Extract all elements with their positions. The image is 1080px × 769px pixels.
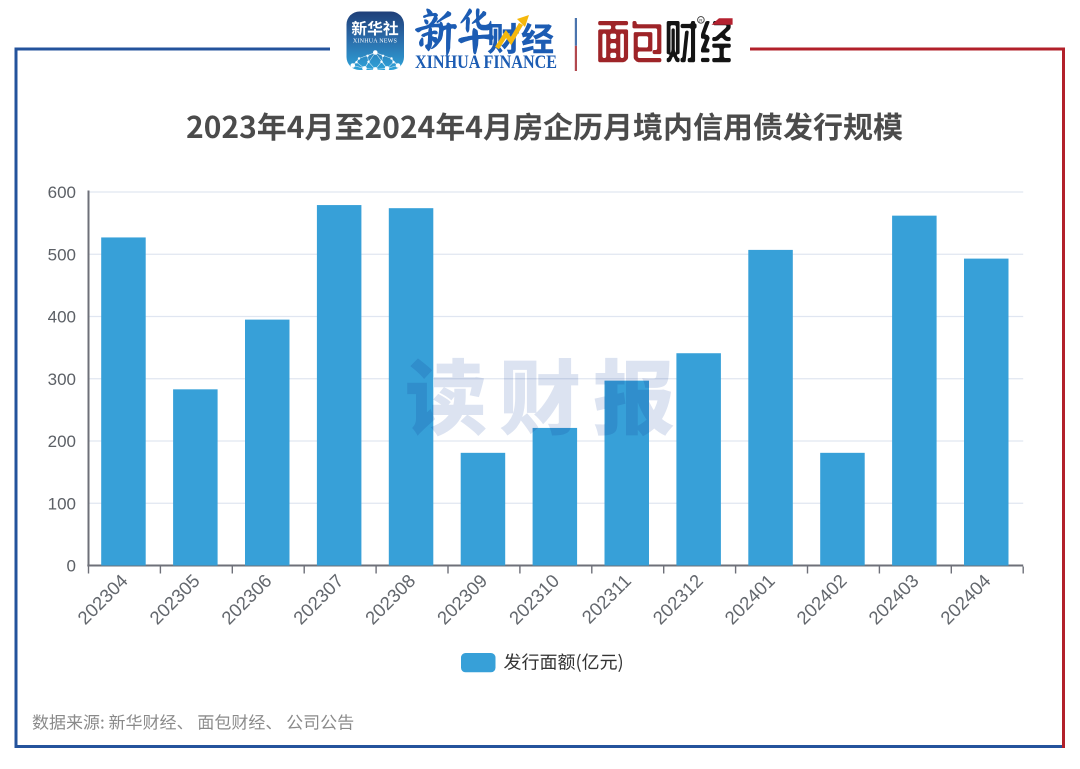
svg-text:200: 200: [48, 432, 76, 451]
svg-text:202310: 202310: [505, 570, 564, 629]
svg-text:202402: 202402: [792, 570, 851, 629]
svg-text:400: 400: [48, 308, 76, 327]
svg-text:202403: 202403: [864, 570, 923, 629]
svg-text:500: 500: [48, 245, 76, 264]
svg-text:202307: 202307: [289, 570, 348, 629]
svg-text:202404: 202404: [936, 570, 995, 629]
svg-text:202312: 202312: [648, 570, 707, 629]
svg-text:600: 600: [48, 183, 76, 202]
svg-text:202305: 202305: [145, 570, 204, 629]
svg-text:0: 0: [67, 557, 76, 576]
svg-text:R: R: [699, 18, 703, 23]
svg-text:300: 300: [48, 370, 76, 389]
svg-text:202401: 202401: [720, 570, 779, 629]
svg-text:202306: 202306: [217, 570, 276, 629]
svg-text:XINHUA FINANCE: XINHUA FINANCE: [415, 53, 557, 73]
svg-text:202304: 202304: [73, 570, 132, 629]
svg-text:202308: 202308: [361, 570, 420, 629]
svg-text:202311: 202311: [578, 570, 636, 628]
svg-text:202309: 202309: [433, 570, 492, 629]
svg-text:XINHUA NEWS: XINHUA NEWS: [353, 38, 398, 44]
svg-text:100: 100: [48, 494, 76, 513]
